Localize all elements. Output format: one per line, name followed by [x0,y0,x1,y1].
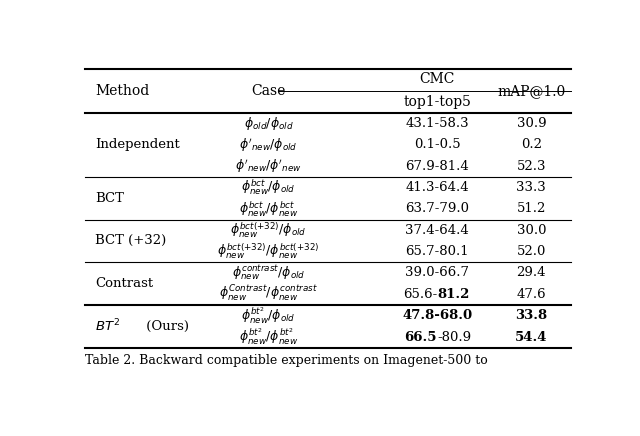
Text: $\phi_{old}/\phi_{old}$: $\phi_{old}/\phi_{old}$ [244,115,293,132]
Text: 39.0-66.7: 39.0-66.7 [405,266,469,279]
Text: 30.0: 30.0 [516,224,546,237]
Text: $\phi^{Contrast}_{new}/\phi^{contrast}_{new}$: $\phi^{Contrast}_{new}/\phi^{contrast}_{… [219,284,318,304]
Text: $\phi'_{new}/\phi_{old}$: $\phi'_{new}/\phi_{old}$ [239,136,298,153]
Text: 63.7-79.0: 63.7-79.0 [405,202,469,215]
Text: $\phi^{contrast}_{new}/\phi_{old}$: $\phi^{contrast}_{new}/\phi_{old}$ [232,263,305,283]
Text: 29.4: 29.4 [516,266,546,279]
Text: (Ours): (Ours) [142,320,189,333]
Text: 81.2: 81.2 [437,288,470,301]
Text: 41.3-64.4: 41.3-64.4 [405,181,469,194]
Text: mAP@1.0: mAP@1.0 [497,84,566,98]
Text: 52.3: 52.3 [516,160,546,173]
Text: Contrast: Contrast [95,277,153,290]
Text: 0.1-0.5: 0.1-0.5 [414,138,460,151]
Text: $\phi^{bct}_{new}/\phi^{bct}_{new}$: $\phi^{bct}_{new}/\phi^{bct}_{new}$ [239,199,298,218]
Text: Method: Method [95,84,149,98]
Text: 66.5: 66.5 [404,330,437,344]
Text: -80.9: -80.9 [437,330,471,344]
Text: $\phi^{bct(+32)}_{new}/\phi_{old}$: $\phi^{bct(+32)}_{new}/\phi_{old}$ [230,221,307,240]
Text: $\phi^{bct(+32)}_{new}/\phi^{bct(+32)}_{new}$: $\phi^{bct(+32)}_{new}/\phi^{bct(+32)}_{… [217,242,320,261]
Text: 43.1-58.3: 43.1-58.3 [405,117,469,130]
Text: 47.8-68.0: 47.8-68.0 [402,309,472,322]
Text: 67.9-81.4: 67.9-81.4 [405,160,469,173]
Text: 54.4: 54.4 [515,330,548,344]
Text: $\phi^{bct}_{new}/\phi_{old}$: $\phi^{bct}_{new}/\phi_{old}$ [241,178,296,197]
Text: $BT^2$: $BT^2$ [95,318,120,335]
Text: 37.4-64.4: 37.4-64.4 [405,224,469,237]
Text: 0.2: 0.2 [521,138,542,151]
Text: BCT: BCT [95,192,124,205]
Text: $\phi^{bt^2}_{new}/\phi_{old}$: $\phi^{bt^2}_{new}/\phi_{old}$ [241,306,296,326]
Text: 51.2: 51.2 [516,202,546,215]
Text: $\phi^{bt^2}_{new}/\phi^{bt^2}_{new}$: $\phi^{bt^2}_{new}/\phi^{bt^2}_{new}$ [239,327,298,347]
Text: BCT (+32): BCT (+32) [95,235,166,248]
Text: $\phi'_{new}/\phi'_{new}$: $\phi'_{new}/\phi'_{new}$ [235,157,302,175]
Text: 30.9: 30.9 [516,117,546,130]
Text: top1-top5: top1-top5 [403,95,471,109]
Text: CMC: CMC [419,72,455,86]
Text: 33.3: 33.3 [516,181,546,194]
Text: 52.0: 52.0 [516,245,546,258]
Text: 65.7-80.1: 65.7-80.1 [405,245,469,258]
Text: 65.6-: 65.6- [403,288,437,301]
Text: Independent: Independent [95,138,180,151]
Text: 33.8: 33.8 [515,309,547,322]
Text: Table 2. Backward compatible experiments on Imagenet-500 to: Table 2. Backward compatible experiments… [85,354,488,368]
Text: 47.6: 47.6 [516,288,546,301]
Text: Case: Case [252,84,285,98]
